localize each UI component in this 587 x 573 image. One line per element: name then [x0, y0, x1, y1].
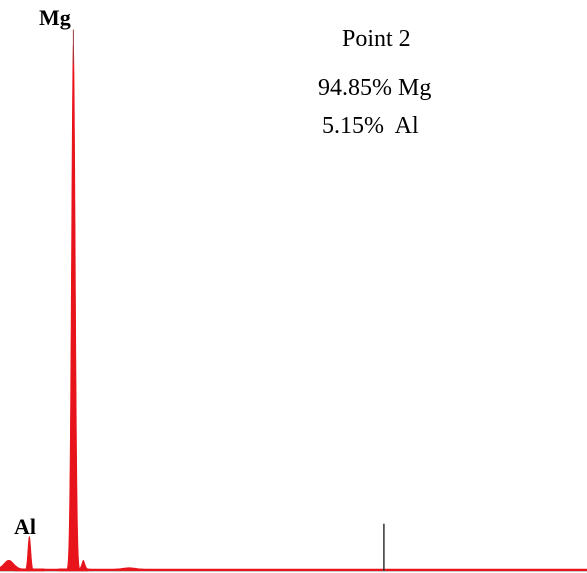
annotation-line-al: 5.15% Al [322, 113, 419, 139]
spectrum-peak-al [14, 536, 45, 572]
annotation-line-mg: 94.85% Mg [318, 75, 431, 101]
peak-label-mg: Mg [39, 5, 71, 30]
spectrum-layer [0, 29, 587, 572]
spectrum-shoulder [76, 559, 91, 571]
annotation-point: Point 2 [342, 26, 411, 52]
peak-label-al: Al [14, 514, 36, 539]
